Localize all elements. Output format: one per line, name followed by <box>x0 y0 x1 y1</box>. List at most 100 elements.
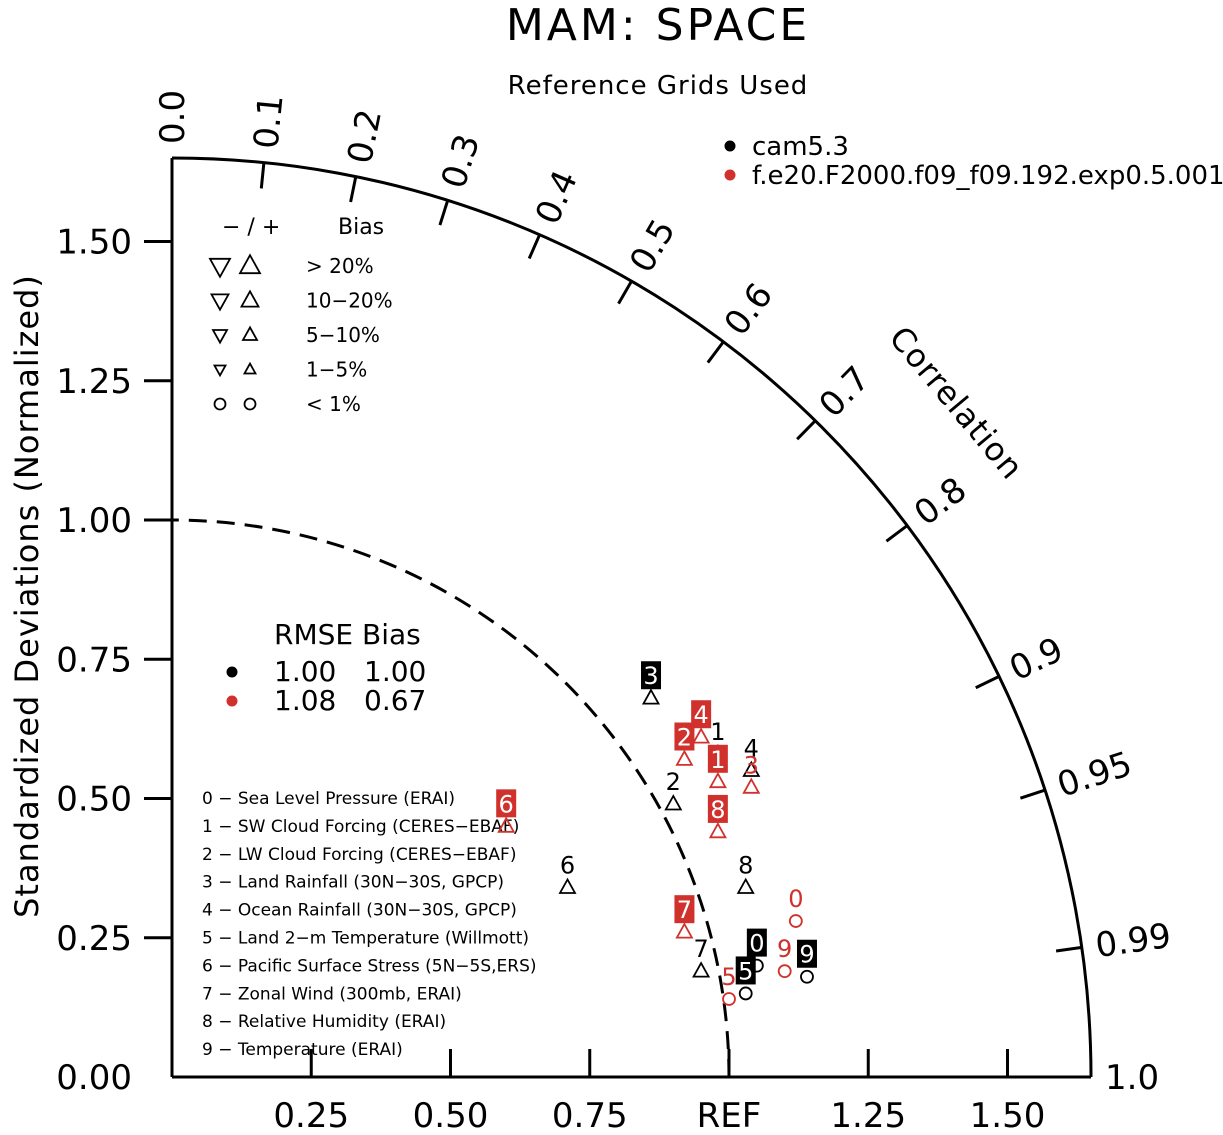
bias-legend-down-triangle <box>211 329 229 345</box>
correlation-tick-mark <box>259 162 266 189</box>
x-tick-label: 0.50 <box>413 1096 489 1135</box>
case-list-item: 5 − Land 2−m Temperature (Willmott) <box>202 929 529 949</box>
data-point-triangle <box>675 922 694 939</box>
bias-legend-up-triangle <box>242 361 258 375</box>
case-list-item: 6 − Pacific Surface Stress (5N−5S,ERS) <box>202 956 537 976</box>
bias-legend-down-triangle <box>208 257 232 279</box>
stats-table: RMSE Bias 1.00 1.00 1.08 0.67 <box>226 618 426 717</box>
data-point-label: 8 <box>738 852 753 880</box>
case-list-item: 8 − Relative Humidity (ERAI) <box>202 1012 446 1032</box>
correlation-tick-label: 1.0 <box>1105 1058 1159 1098</box>
case-list-item: 9 − Temperature (ERAI) <box>202 1040 403 1060</box>
case-list-item: 2 − LW Cloud Forcing (CERES−EBAF) <box>202 845 516 865</box>
bias-legend: − / + Bias > 20% 10−20% 5−10% 1−5% < 1% <box>208 215 393 416</box>
stats-row-marker-exp <box>226 695 238 707</box>
data-point-circle <box>722 992 736 1006</box>
correlation-tick-mark <box>1019 788 1046 800</box>
data-point-label: 2 <box>677 724 692 752</box>
bias-legend-title: Bias <box>338 215 384 240</box>
legend-label-cam5: cam5.3 <box>752 132 849 162</box>
case-list-item: 4 − Ocean Rainfall (30N−30S, GPCP) <box>202 901 517 921</box>
data-point-label-box <box>796 939 817 968</box>
model-legend: cam5.3 f.e20.F2000.f09_f09.192.exp0.5.00… <box>724 132 1223 191</box>
data-point-label: 5 <box>721 963 736 991</box>
data-point-circle <box>788 914 803 928</box>
stats-bias-exp: 0.67 <box>364 684 426 717</box>
legend-marker-exp <box>724 169 736 181</box>
data-point-label: 3 <box>744 751 759 779</box>
bias-legend-down-triangle <box>209 293 231 312</box>
data-point-label: 7 <box>677 896 692 924</box>
data-point-label: 3 <box>643 662 658 690</box>
data-point-label-box <box>735 956 756 985</box>
correlation-tick-label: 0.2 <box>340 106 390 167</box>
correlation-tick-mark <box>617 280 633 305</box>
data-point-label: 9 <box>799 941 814 969</box>
correlation-tick-label: 0.3 <box>434 130 488 194</box>
correlation-tick-label: 0.4 <box>528 165 586 231</box>
data-point-triangle <box>736 877 755 894</box>
x-tick-label: 0.75 <box>552 1096 628 1135</box>
bias-legend-up-triangle <box>241 325 259 341</box>
correlation-tick-mark <box>438 199 450 226</box>
legend-marker-cam5 <box>724 140 736 152</box>
outer-arc <box>171 156 1093 1078</box>
case-list-item: 7 − Zonal Wind (300mb, ERAI) <box>202 984 462 1004</box>
correlation-axis-label: Correlation <box>882 319 1032 487</box>
x-tick-label: 1.25 <box>830 1096 906 1135</box>
correlation-tick-label: 0.5 <box>622 213 684 280</box>
correlation-tick-label: 0.0 <box>153 90 193 144</box>
y-axis-label: Standardized Deviations (Normalized) <box>8 274 46 918</box>
y-tick-label: 0.75 <box>56 640 132 680</box>
data-point-label: 6 <box>499 790 514 818</box>
axes-group <box>170 156 1093 1079</box>
bias-legend-circle <box>213 397 227 411</box>
data-point-label-box <box>707 744 728 773</box>
data-point-label: 5 <box>738 957 753 985</box>
bias-legend-down-triangle <box>212 364 228 378</box>
case-list: 0 − Sea Level Pressure (ERAI) 1 − SW Clou… <box>202 789 537 1060</box>
data-point-label-box <box>674 895 695 924</box>
data-point-label: 0 <box>749 930 764 958</box>
stats-rmse-cam5: 1.00 <box>274 655 336 688</box>
stats-rmse-exp: 1.08 <box>274 684 336 717</box>
correlation-tick-label: 0.6 <box>717 276 781 343</box>
data-point-triangle <box>708 821 727 839</box>
x-tick-label: 1.50 <box>970 1096 1046 1135</box>
correlation-tick-mark <box>975 675 1000 690</box>
bias-legend-row-label: 5−10% <box>306 323 380 347</box>
stats-table-header: RMSE Bias <box>274 618 421 651</box>
y-tick-label: 1.25 <box>56 362 132 402</box>
data-point-label: 4 <box>694 701 709 729</box>
data-point-circle <box>738 986 753 1001</box>
correlation-tick-label: 0.9 <box>1003 630 1069 690</box>
data-point-label: 8 <box>710 796 725 824</box>
data-point-label-box <box>496 789 517 818</box>
data-point-label-box <box>641 661 662 690</box>
correlation-tick-label: 0.8 <box>907 470 974 534</box>
x-tick-label: 0.25 <box>273 1096 349 1135</box>
data-point-label-box <box>691 700 712 729</box>
correlation-tick-mark <box>706 340 725 364</box>
data-point-triangle <box>664 794 683 811</box>
data-point-triangle <box>641 688 661 705</box>
data-point-triangle <box>692 727 711 744</box>
data-point-circle <box>800 969 814 984</box>
bias-legend-up-triangle <box>238 253 262 275</box>
correlation-tick-mark <box>527 234 541 260</box>
data-point-triangle <box>675 749 694 766</box>
bias-legend-row-label: < 1% <box>306 392 361 416</box>
bias-legend-up-triangle <box>239 289 261 308</box>
reference-arc <box>171 518 731 1078</box>
bias-legend-row-label: 10−20% <box>306 289 393 313</box>
data-point-label: 4 <box>744 735 759 763</box>
data-point-label: 1 <box>710 746 725 774</box>
y-ticks-group: 0.00 0.25 0.50 0.75 1.00 1.25 1.50 <box>56 223 172 1098</box>
data-point-triangle <box>558 877 577 894</box>
data-point-label: 1 <box>710 718 725 746</box>
bias-legend-row-label: 1−5% <box>306 358 367 382</box>
data-point-label-box <box>674 722 695 751</box>
y-tick-label: 0.25 <box>56 919 132 959</box>
